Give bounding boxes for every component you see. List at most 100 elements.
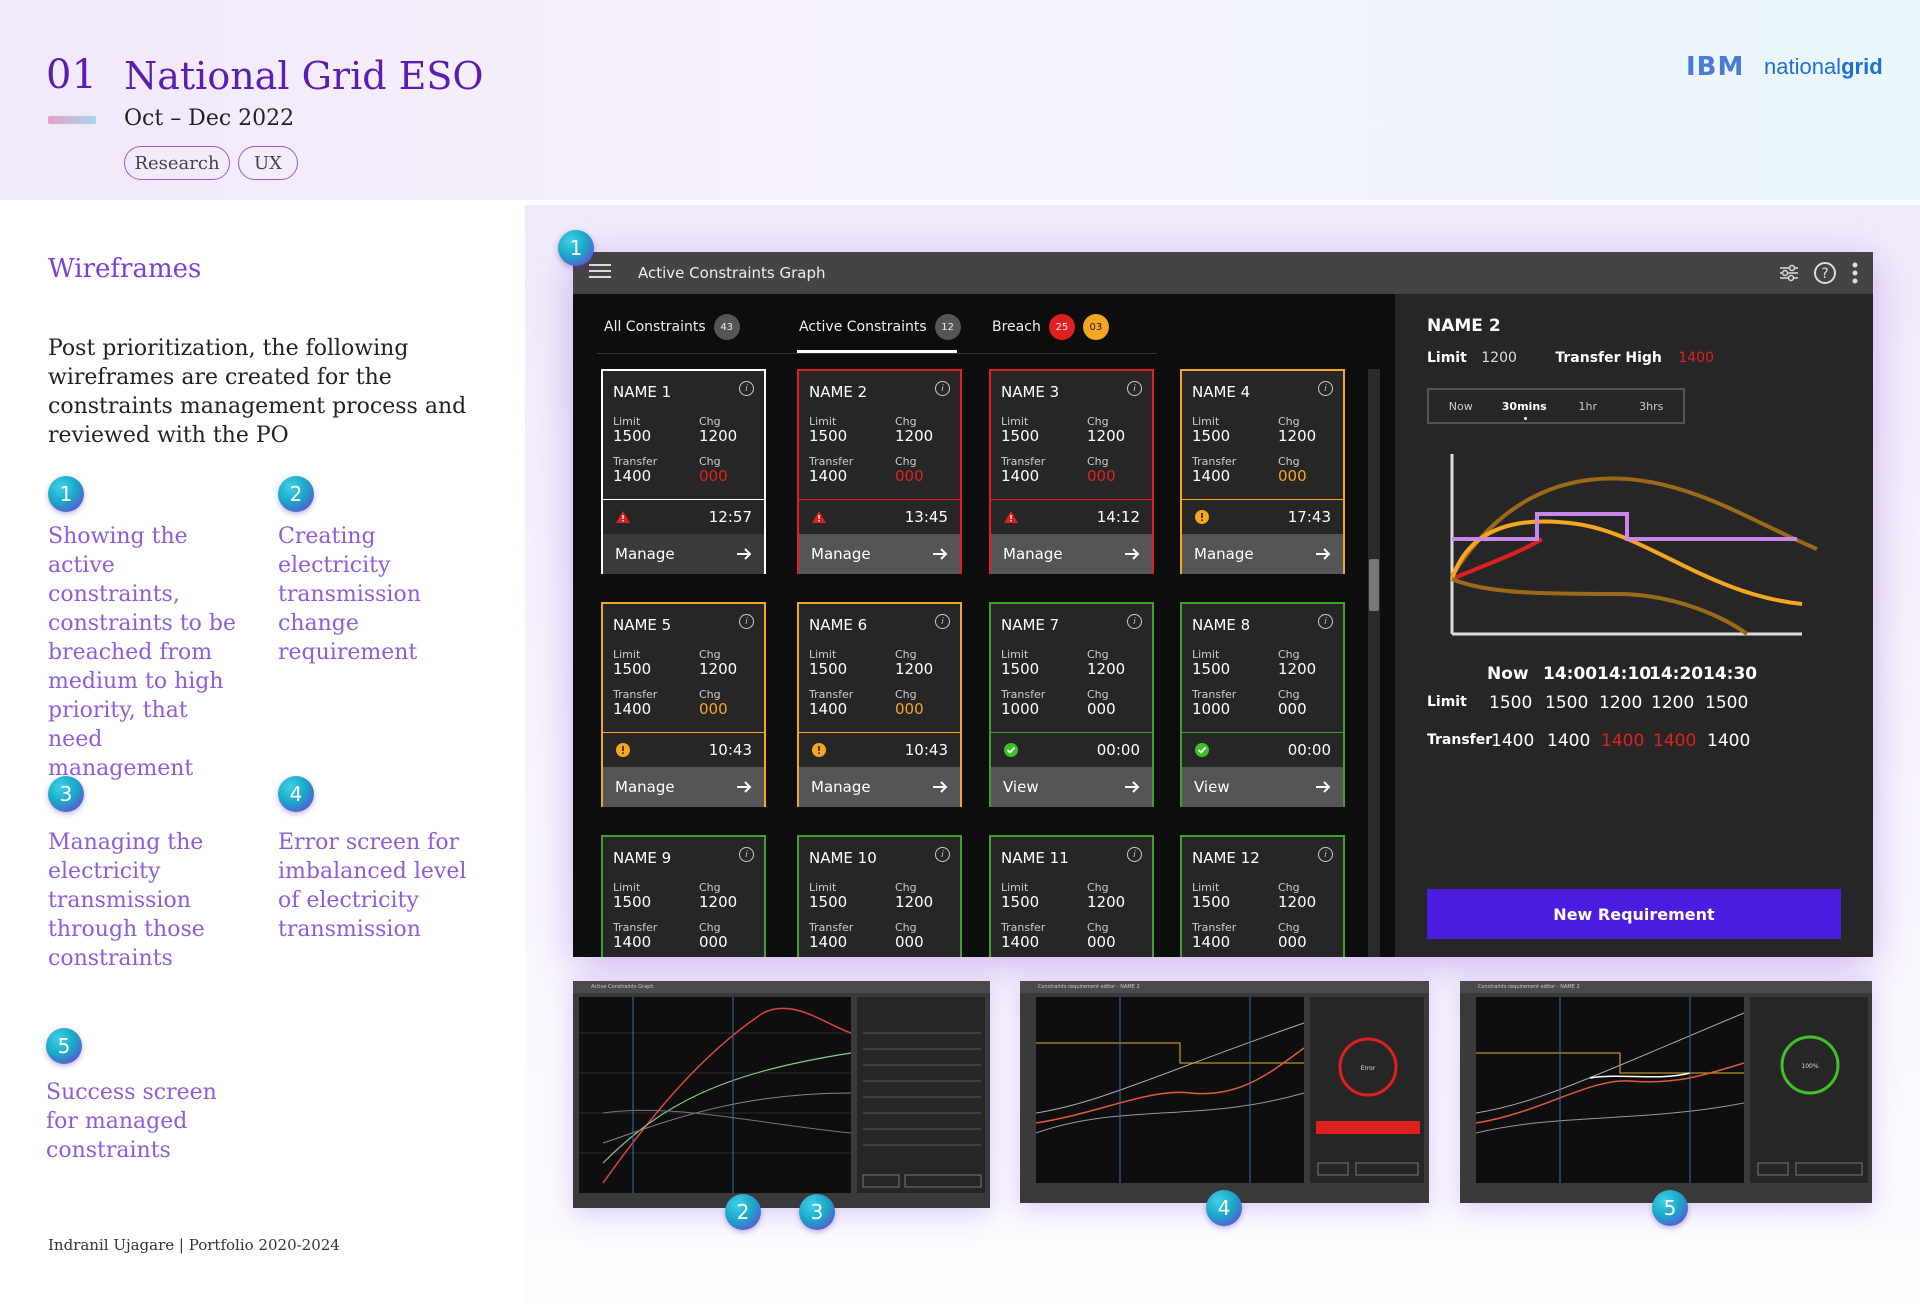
- arrow-right-icon: [737, 781, 752, 793]
- card-time: 14:12: [1096, 508, 1140, 526]
- arrow-right-icon: [1316, 548, 1331, 560]
- card-action-button[interactable]: View: [991, 767, 1152, 807]
- card-transfer-label: Transfer: [613, 921, 658, 934]
- check-circle-icon: [1195, 743, 1209, 757]
- card-action-button[interactable]: Manage: [799, 767, 960, 807]
- card-limit-label: Limit: [1001, 415, 1029, 428]
- tab-all-constraints[interactable]: All Constraints 43: [604, 314, 740, 340]
- constraint-card[interactable]: NAME 6 i Limit Chg 1500 1200 Transfer Chg 1400 00…: [797, 602, 962, 807]
- table-transfer-value: 1400: [1547, 731, 1591, 751]
- card-action-button[interactable]: Manage: [603, 767, 764, 807]
- info-icon[interactable]: i: [1127, 614, 1142, 629]
- info-icon[interactable]: i: [1127, 381, 1142, 396]
- card-name: NAME 12: [1192, 849, 1260, 867]
- ibm-logo: IBM: [1686, 52, 1745, 82]
- card-limit-value: 1500: [1001, 893, 1040, 911]
- constraint-card[interactable]: NAME 12 i Limit Chg 1500 1200 Transfer Chg 1400 0…: [1180, 835, 1345, 957]
- info-icon[interactable]: i: [935, 847, 950, 862]
- step-text-4: Error screen for imbalanced level of ele…: [278, 830, 467, 942]
- tab-breach[interactable]: Breach 25 03: [992, 314, 1109, 340]
- card-change-value: 000: [1087, 700, 1116, 718]
- table-header: 14:10: [1597, 664, 1652, 684]
- table-limit-value: 1200: [1651, 693, 1695, 713]
- tab-label: All Constraints: [604, 319, 706, 335]
- constraint-card[interactable]: NAME 2 i Limit Chg 1500 1200 Transfer Chg 1400 00…: [797, 369, 962, 574]
- scrollbar[interactable]: [1368, 369, 1380, 957]
- constraint-card[interactable]: NAME 10 i Limit Chg 1500 1200 Transfer Chg 1400 0…: [797, 835, 962, 957]
- constraint-card[interactable]: NAME 7 i Limit Chg 1500 1200 Transfer Chg 1000 00…: [989, 602, 1154, 807]
- active-tab-indicator: [797, 350, 957, 353]
- card-transfer-value: 1400: [613, 467, 652, 485]
- info-icon[interactable]: i: [1318, 847, 1333, 862]
- constraint-card[interactable]: NAME 1 i Limit Chg 1500 1200 Transfer Chg 1400 00…: [601, 369, 766, 574]
- card-action-label: Manage: [1003, 545, 1063, 563]
- section-intro: Post prioritization, the following wiref…: [48, 336, 467, 448]
- card-transfer-label: Transfer: [809, 688, 854, 701]
- constraint-card[interactable]: NAME 4 i Limit Chg 1500 1200 Transfer Chg 1400 00…: [1180, 369, 1345, 574]
- card-limit-value: 1500: [613, 893, 652, 911]
- range-3hrs[interactable]: 3hrs: [1639, 399, 1664, 413]
- info-icon[interactable]: i: [1318, 381, 1333, 396]
- range-30mins[interactable]: 30mins: [1493, 400, 1557, 420]
- help-icon[interactable]: ?: [1813, 261, 1837, 285]
- info-icon[interactable]: i: [739, 381, 754, 396]
- card-action-button[interactable]: Manage: [603, 534, 764, 574]
- card-transfer-label: Transfer: [809, 455, 854, 468]
- info-icon[interactable]: i: [1318, 614, 1333, 629]
- step-text-3: Managing the electricity transmission th…: [48, 830, 205, 971]
- arrow-right-icon: [1125, 548, 1140, 560]
- tab-count: 12: [934, 314, 961, 340]
- card-chg-label: Chg: [1087, 648, 1109, 661]
- constraint-card[interactable]: NAME 3 i Limit Chg 1500 1200 Transfer Chg 1400 00…: [989, 369, 1154, 574]
- card-action-button[interactable]: View: [1182, 767, 1343, 807]
- graph-upper-band: [1450, 476, 1818, 578]
- new-requirement-button[interactable]: New Requirement: [1427, 889, 1841, 939]
- constraint-card[interactable]: NAME 8 i Limit Chg 1500 1200 Transfer Chg 1000 00…: [1180, 602, 1345, 807]
- range-now[interactable]: Now: [1448, 399, 1473, 413]
- card-action-button[interactable]: Manage: [991, 534, 1152, 574]
- menu-icon[interactable]: [589, 264, 611, 282]
- card-timer: 10:43: [603, 732, 764, 767]
- table-transfer-value: 1400: [1601, 731, 1645, 751]
- card-limit-label: Limit: [1001, 881, 1029, 894]
- app-header: Active Constraints Graph ?: [573, 252, 1873, 294]
- card-action-button[interactable]: Manage: [1182, 534, 1343, 574]
- card-limit-value: 1500: [1192, 427, 1231, 445]
- table-transfer-value: 1400: [1491, 731, 1535, 751]
- tab-active-constraints[interactable]: Active Constraints 12: [799, 314, 961, 340]
- card-transfer-label: Transfer: [1192, 921, 1237, 934]
- scroll-thumb[interactable]: [1369, 559, 1379, 611]
- card-action-button[interactable]: Manage: [799, 534, 960, 574]
- card-transfer-label: Transfer: [1001, 921, 1046, 934]
- card-transfer-value: 1400: [1192, 467, 1231, 485]
- graph-breach-line: [1451, 537, 1544, 581]
- info-icon[interactable]: i: [739, 847, 754, 862]
- card-chg-value: 1200: [1087, 427, 1126, 445]
- thumb-success-label: 100%: [1801, 1063, 1818, 1070]
- info-icon[interactable]: i: [935, 614, 950, 629]
- constraint-card[interactable]: NAME 11 i Limit Chg 1500 1200 Transfer Chg 1400 0…: [989, 835, 1154, 957]
- more-options-icon[interactable]: [1851, 261, 1859, 285]
- warning-circle-icon: [812, 743, 826, 757]
- card-transfer-value: 1400: [809, 933, 848, 951]
- info-icon[interactable]: i: [739, 614, 754, 629]
- card-chg-label: Chg: [895, 881, 917, 894]
- tag-ux: UX: [238, 146, 298, 180]
- card-limit-value: 1500: [1192, 660, 1231, 678]
- tab-label: Breach: [992, 319, 1041, 335]
- card-limit-value: 1500: [1192, 893, 1231, 911]
- card-timer: 14:12: [991, 499, 1152, 534]
- card-change-value: 000: [1087, 467, 1116, 485]
- constraint-card[interactable]: NAME 9 i Limit Chg 1500 1200 Transfer Chg 1400 00…: [601, 835, 766, 957]
- table-header: Now: [1487, 664, 1529, 684]
- card-chg-value: 1200: [699, 893, 738, 911]
- info-icon[interactable]: i: [935, 381, 950, 396]
- table-header: 14:20: [1649, 664, 1704, 684]
- card-chg-value: 1200: [1087, 893, 1126, 911]
- filter-icon[interactable]: [1779, 264, 1799, 282]
- project-date: Oct – Dec 2022: [124, 106, 295, 131]
- constraint-card[interactable]: NAME 5 i Limit Chg 1500 1200 Transfer Chg 1400 00…: [601, 602, 766, 807]
- range-1hr[interactable]: 1hr: [1578, 399, 1598, 413]
- card-limit-label: Limit: [809, 648, 837, 661]
- info-icon[interactable]: i: [1127, 847, 1142, 862]
